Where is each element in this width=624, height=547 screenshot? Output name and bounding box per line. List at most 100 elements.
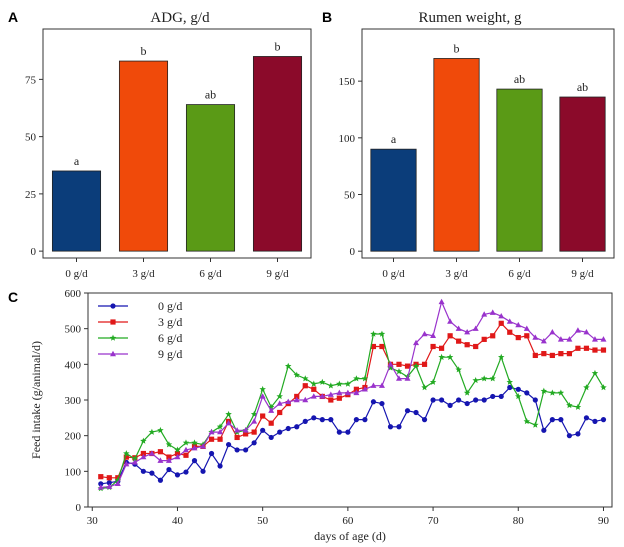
panel-c-point	[225, 441, 232, 448]
panel-c-point	[473, 397, 479, 403]
panel-c-point	[225, 419, 232, 426]
panel-c-point	[208, 436, 215, 442]
panel-a-letter: A	[8, 9, 18, 25]
panel-c-point	[506, 318, 513, 324]
panel-c-point	[498, 320, 504, 326]
panel-c-legend-label: 9 g/d	[158, 347, 182, 361]
panel-c-point	[259, 385, 266, 393]
panel-c-point	[293, 371, 300, 378]
panel-c-point	[165, 441, 173, 448]
panel-c-point	[489, 309, 496, 315]
panel-c-ytick-label: 500	[65, 324, 82, 336]
panel-c-point	[191, 458, 198, 464]
panel-b-letter: B	[322, 9, 332, 25]
panel-c-ytick-label: 300	[65, 395, 82, 407]
panel-c-point	[430, 332, 437, 338]
panel-b-bar-label: ab	[577, 80, 588, 94]
panel-c-point	[472, 376, 479, 384]
panel-a-ytick-label: 75	[25, 74, 37, 86]
panel-b-frame	[361, 28, 615, 259]
panel-c-point	[395, 368, 403, 375]
panel-c-point	[157, 426, 164, 434]
panel-c-point	[583, 384, 590, 391]
panel-c-point	[463, 389, 471, 396]
panel-c-point	[600, 347, 607, 353]
panel-c-point	[549, 329, 556, 335]
panel-c-point	[267, 403, 275, 410]
panel-c-point	[481, 397, 487, 403]
panel-c-point	[430, 343, 436, 350]
panel-c-point	[319, 378, 326, 385]
panel-c-ytick-label: 100	[65, 466, 82, 478]
panel-c-point	[123, 450, 130, 457]
panel-b-ytick-label: 100	[339, 133, 356, 145]
panel-c-point	[361, 386, 368, 392]
panel-c-point	[421, 417, 428, 423]
panel-c-point	[353, 386, 359, 392]
panel-c-point	[532, 397, 538, 403]
panel-c-point	[174, 472, 181, 478]
panel-c: C 0 100 200 300 400 500 600 30 40 50 60 70 80 90 0 g/d…	[8, 288, 613, 543]
panel-c-point	[174, 453, 181, 460]
panel-c-point	[310, 380, 318, 387]
panel-c-point	[498, 312, 505, 319]
panel-c-letter: C	[8, 289, 18, 305]
panel-c-point	[455, 366, 462, 373]
panel-c-point	[243, 447, 249, 453]
panel-c-point	[583, 329, 590, 335]
panel-c-point	[268, 420, 274, 426]
panel-c-point	[472, 325, 479, 331]
panel-c-point	[114, 480, 121, 487]
panel-c-point	[515, 386, 521, 392]
panel-c-point	[148, 428, 156, 435]
panel-c-point	[379, 343, 385, 350]
panel-a-xtick-label: 0 g/d	[65, 268, 88, 280]
panel-c-point	[174, 446, 181, 453]
panel-a-bar-label: ab	[205, 88, 216, 102]
panel-c-point	[404, 375, 411, 381]
panel-c-point	[165, 457, 172, 463]
panel-c-point	[395, 375, 402, 381]
panel-c-point	[378, 382, 385, 388]
panel-b-bar-label: ab	[514, 72, 525, 86]
panel-a-bar-label: b	[275, 39, 281, 53]
panel-c-point	[481, 336, 487, 342]
panel-c-point	[421, 361, 428, 367]
panel-c-point	[412, 362, 420, 369]
panel-c-point	[302, 375, 309, 382]
panel-c-point	[251, 440, 257, 446]
panel-c-point	[507, 329, 513, 335]
panel-c-point	[480, 375, 488, 382]
panel-c-point	[174, 450, 181, 457]
panel-c-point	[455, 325, 462, 331]
panel-c-point	[157, 449, 164, 455]
panel-c-point	[566, 336, 573, 342]
panel-a-ytick-label: 0	[31, 246, 37, 258]
panel-c-point	[183, 469, 189, 475]
panel-a-frame	[42, 28, 312, 259]
panel-c-point	[361, 375, 369, 382]
panel-a-bar	[185, 104, 236, 252]
panel-c-point	[200, 443, 207, 449]
panel-c-point	[591, 369, 599, 376]
panel-c-point	[234, 447, 240, 453]
panel-c-series-2	[97, 330, 607, 492]
panel-a-xtick-label: 9 g/d	[266, 268, 289, 280]
panel-c-point	[336, 389, 343, 396]
panel-c-point	[566, 351, 572, 357]
panel-c-point	[157, 477, 164, 483]
panel-c-point	[370, 330, 377, 337]
panel-c-point	[166, 454, 172, 460]
panel-c-point	[557, 389, 565, 396]
panel-c-point	[131, 455, 139, 462]
panel-c-point	[413, 339, 420, 346]
panel-c-xtick-label: 90	[598, 515, 610, 527]
panel-c-point	[327, 391, 334, 397]
panel-c-point	[532, 421, 539, 428]
panel-c-point	[591, 336, 598, 342]
panel-c-point	[523, 325, 530, 331]
panel-c-point	[293, 396, 300, 403]
panel-c-point	[404, 363, 411, 369]
panel-c-point	[413, 409, 419, 416]
panel-c-point	[276, 393, 283, 400]
